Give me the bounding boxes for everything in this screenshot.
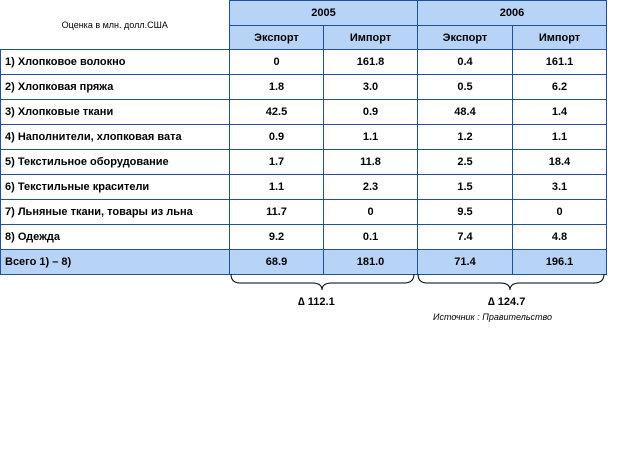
cell-value: 3.0: [323, 74, 418, 100]
cell-value: 71.4: [417, 249, 513, 275]
cell-value: 2.5: [417, 149, 513, 175]
cell-value: 9.5: [417, 199, 513, 225]
cell-value: 48.4: [417, 99, 513, 125]
delta-2006: ∆ 124.7: [488, 296, 526, 308]
cell-value: 4.8: [512, 224, 607, 250]
cell-value: 1.1: [512, 124, 607, 150]
table-row: 4) Наполнители, хлопковая вата 0.9 1.1 1.2 1…: [0, 124, 607, 150]
cell-value: 0.9: [323, 99, 418, 125]
cell-value: 11.8: [323, 149, 418, 175]
cell-value: 0: [323, 199, 418, 225]
table-caption: Оценка в млн. долл.США: [0, 0, 230, 50]
cell-value: 181.0: [323, 249, 418, 275]
year-2005-header: 2005: [229, 0, 418, 26]
subheader-import-2005: Импорт: [323, 25, 418, 50]
row-label: 7) Льняные ткани, товары из льна: [0, 199, 230, 225]
brace-2006: [417, 273, 605, 291]
table-body: Оценка в млн. долл.США 2005 2006 Экспорт…: [0, 0, 607, 275]
cell-value: 3.1: [512, 174, 607, 200]
row-label: 8) Одежда: [0, 224, 230, 250]
row-label: 3) Хлопковые ткани: [0, 99, 230, 125]
cell-value: 9.2: [229, 224, 324, 250]
cell-value: 0.1: [323, 224, 418, 250]
row-label: 2) Хлопковая пряжа: [0, 74, 230, 100]
table-row: 3) Хлопковые ткани 42.5 0.9 48.4 1.4: [0, 99, 607, 125]
cell-value: 1.8: [229, 74, 324, 100]
table-row: 1) Хлопковое волокно 0 161.8 0.4 161.1: [0, 49, 607, 75]
cell-value: 42.5: [229, 99, 324, 125]
subheader-export-2005: Экспорт: [229, 25, 324, 50]
subheader-export-2006: Экспорт: [417, 25, 513, 50]
cell-value: 196.1: [512, 249, 607, 275]
row-label: 6) Текстильные красители: [0, 174, 230, 200]
cell-value: 18.4: [512, 149, 607, 175]
row-label: 5) Текстильное оборудование: [0, 149, 230, 175]
cell-value: 68.9: [229, 249, 324, 275]
cell-value: 1.1: [229, 174, 324, 200]
subheader-import-2006: Импорт: [512, 25, 607, 50]
total-row: Всего 1) – 8) 68.9 181.0 71.4 196.1: [0, 249, 607, 275]
cell-value: 161.1: [512, 49, 607, 75]
cell-value: 1.1: [323, 124, 418, 150]
cell-value: 0: [512, 199, 607, 225]
table-row: 7) Льняные ткани, товары из льна 11.7 0 9.5…: [0, 199, 607, 225]
cell-value: 0.4: [417, 49, 513, 75]
cell-value: 0.9: [229, 124, 324, 150]
brace-2005: [230, 273, 415, 291]
data-table: Оценка в млн. долл.США 2005 2006 Экспорт…: [0, 0, 607, 275]
table-row: 8) Одежда 9.2 0.1 7.4 4.8: [0, 224, 607, 250]
table-row: 6) Текстильные красители 1.1 2.3 1.5 3.1: [0, 174, 607, 200]
subheader-row: Экспорт Импорт Экспорт Импорт: [1, 25, 607, 50]
year-header-row: Оценка в млн. долл.США 2005 2006: [0, 0, 607, 50]
delta-2005: ∆ 112.1: [298, 296, 335, 308]
year-2006-header: 2006: [417, 0, 607, 26]
source-note: Источник : Правительство: [433, 312, 553, 322]
row-label: 1) Хлопковое волокно: [0, 49, 230, 75]
cell-value: 1.7: [229, 149, 324, 175]
cell-value: 2.3: [323, 174, 418, 200]
row-label: 4) Наполнители, хлопковая вата: [0, 124, 230, 150]
table-row: 5) Текстильное оборудование 1.7 11.8 2.5 18.…: [0, 149, 607, 175]
cell-value: 1.5: [417, 174, 513, 200]
cell-value: 1.2: [417, 124, 513, 150]
